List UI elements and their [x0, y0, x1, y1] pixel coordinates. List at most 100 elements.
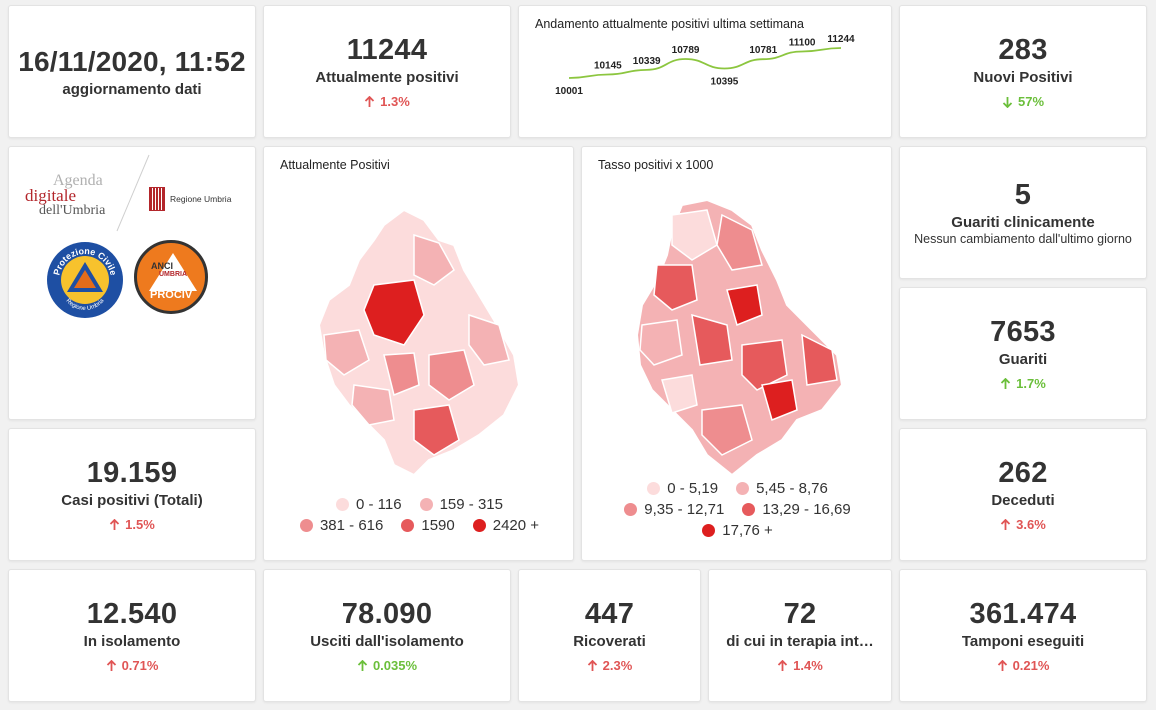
trend-point-label: 11100 — [789, 37, 816, 48]
guariti-card[interactable]: 7653 Guariti 1.7% — [899, 287, 1147, 420]
trend-point-label: 10789 — [672, 45, 700, 56]
mountain-icon — [149, 253, 197, 291]
region-west — [653, 264, 698, 311]
terapia-label: di cui in terapia int… — [726, 633, 874, 650]
ricoverati-card[interactable]: 447 Ricoverati 2.3% — [518, 569, 701, 702]
trend-point-label: 10339 — [633, 56, 661, 67]
attualmente-positivi-label: Attualmente positivi — [315, 69, 459, 86]
map-tasso-title: Tasso positivi x 1000 — [598, 158, 714, 172]
region-perugia — [363, 279, 425, 346]
legend-item[interactable]: 5,45 - 8,76 — [736, 480, 828, 497]
attualmente-positivi-change: 1.3% — [364, 94, 410, 110]
agenda-digitale-logo: Agenda digitale dell'Umbria — [25, 172, 106, 219]
map-tasso-card[interactable]: Tasso positivi x 1000 0 - 5,19 5,45 - 8,… — [581, 146, 892, 561]
usciti-label: Usciti dall'isolamento — [310, 633, 464, 650]
region-northeast — [716, 213, 763, 271]
casi-totali-value: 19.159 — [86, 457, 178, 489]
update-label: aggiornamento dati — [62, 80, 202, 98]
tamponi-label: Tamponi eseguiti — [961, 633, 1085, 650]
casi-totali-card[interactable]: 19.159 Casi positivi (Totali) 1.5% — [8, 428, 256, 561]
region-southwest — [351, 384, 395, 426]
terapia-value: 72 — [783, 598, 817, 630]
legend-item[interactable]: 1590 — [401, 517, 455, 534]
arrow-up-icon — [587, 660, 598, 672]
logos-card: Agenda digitale dell'Umbria Regione Umbr… — [8, 146, 256, 420]
region-southwest — [661, 374, 698, 414]
protezione-civile-logo: Protezione Civile Regione Umbria — [47, 242, 123, 318]
trend-card[interactable]: Andamento attualmente positivi ultima se… — [518, 5, 892, 138]
usciti-value: 78.090 — [341, 598, 433, 630]
regione-emblem-icon — [149, 187, 165, 211]
nuovi-positivi-value: 283 — [998, 34, 1048, 66]
map-positivi-legend: 0 - 116 159 - 315 381 - 616 1590 2420 + — [264, 496, 573, 538]
arrow-up-icon — [1000, 519, 1011, 531]
legend-item[interactable]: 0 - 116 — [336, 496, 402, 513]
logo-divider — [116, 154, 150, 232]
isolamento-change: 0.71% — [106, 658, 158, 674]
region-foligno — [428, 349, 475, 401]
isolamento-value: 12.540 — [86, 598, 178, 630]
tamponi-change: 0.21% — [997, 658, 1049, 674]
legend-item[interactable]: 159 - 315 — [419, 496, 503, 513]
deceduti-change: 3.6% — [1000, 517, 1046, 533]
legend-item[interactable]: 0 - 5,19 — [647, 480, 718, 497]
region-south — [701, 404, 753, 456]
region-center — [383, 352, 420, 397]
nuovi-positivi-label: Nuovi Positivi — [973, 69, 1073, 86]
region-gubbio — [726, 284, 763, 327]
legend-item[interactable]: 2420 + — [472, 517, 539, 534]
guariti-value: 7653 — [990, 316, 1056, 348]
nuovi-positivi-change: 57% — [1002, 94, 1044, 110]
casi-totali-change: 1.5% — [109, 517, 155, 533]
map-tasso-legend: 0 - 5,19 5,45 - 8,76 9,35 - 12,71 13,29 … — [582, 480, 891, 543]
umbria-map-tasso[interactable] — [582, 185, 892, 485]
region-terni — [413, 404, 460, 456]
terapia-card[interactable]: 72 di cui in terapia int… 1.4% — [708, 569, 892, 702]
map-positivi-title: Attualmente Positivi — [280, 158, 390, 172]
legend-item[interactable]: 381 - 616 — [299, 517, 383, 534]
arrow-up-icon — [777, 660, 788, 672]
ricoverati-label: Ricoverati — [573, 633, 646, 650]
guariti-label: Guariti — [998, 351, 1048, 368]
update-datetime: 16/11/2020, 11:52 — [18, 45, 246, 77]
anci-prociv-logo: ANCI UMBRIA PROCIV — [134, 240, 208, 314]
region-spoleto — [761, 379, 798, 422]
region-lake — [639, 319, 683, 366]
region-east — [801, 333, 838, 386]
terapia-change: 1.4% — [777, 658, 823, 674]
arrow-up-icon — [364, 96, 375, 108]
arrow-up-icon — [357, 660, 368, 672]
map-positivi-card[interactable]: Attualmente Positivi 0 - 116 159 - 315 3… — [263, 146, 574, 561]
trend-point-label: 11244 — [827, 34, 855, 45]
trend-line-chart: 10001 10145 10339 10789 10395 10781 11100 11244 — [555, 34, 855, 97]
region-north — [671, 209, 718, 261]
legend-item[interactable]: 9,35 - 12,71 — [624, 501, 724, 518]
isolamento-card[interactable]: 12.540 In isolamento 0.71% — [8, 569, 256, 702]
umbria-map-positivi[interactable] — [264, 185, 574, 485]
deceduti-card[interactable]: 262 Deceduti 3.6% — [899, 428, 1147, 561]
usciti-change: 0.035% — [357, 658, 417, 674]
regione-umbria-logo: Regione Umbria — [149, 187, 231, 211]
legend-item[interactable]: 17,76 + — [702, 522, 773, 539]
legend-item[interactable]: 13,29 - 16,69 — [742, 501, 851, 518]
isolamento-label: In isolamento — [83, 633, 181, 650]
trend-point-label: 10781 — [749, 45, 777, 56]
guariti-clinicamente-card[interactable]: 5 Guariti clinicamente Nessun cambiament… — [899, 146, 1147, 279]
trend-title: Andamento attualmente positivi ultima se… — [535, 17, 804, 31]
nuovi-positivi-card[interactable]: 283 Nuovi Positivi 57% — [899, 5, 1147, 138]
arrow-up-icon — [106, 660, 117, 672]
region-foligno — [741, 339, 788, 391]
attualmente-positivi-card[interactable]: 11244 Attualmente positivi 1.3% — [263, 5, 511, 138]
usciti-card[interactable]: 78.090 Usciti dall'isolamento 0.035% — [263, 569, 511, 702]
trend-point-label: 10001 — [555, 86, 583, 97]
arrow-down-icon — [1002, 96, 1013, 108]
ricoverati-change: 2.3% — [587, 658, 632, 674]
ricoverati-value: 447 — [584, 598, 635, 630]
trend-line — [568, 47, 842, 79]
arrow-up-icon — [1000, 378, 1011, 390]
casi-totali-label: Casi positivi (Totali) — [61, 492, 203, 509]
trend-point-label: 10395 — [711, 76, 739, 87]
arrow-up-icon — [997, 660, 1008, 672]
tamponi-card[interactable]: 361.474 Tamponi eseguiti 0.21% — [899, 569, 1147, 702]
region-lake — [323, 329, 370, 376]
